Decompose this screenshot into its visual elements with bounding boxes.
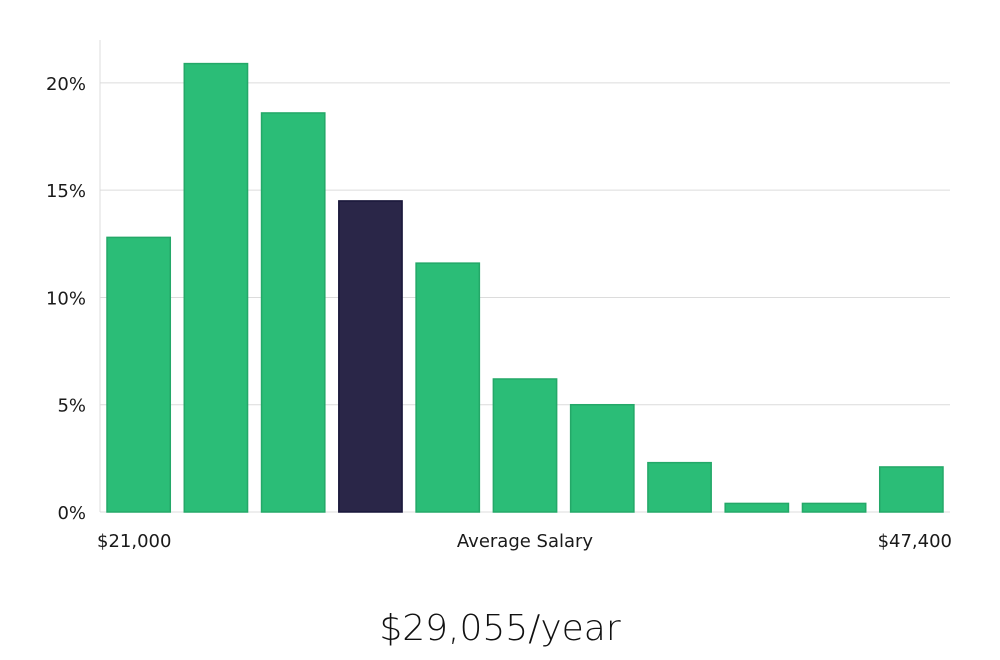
x-axis-start-label: $21,000 — [97, 531, 171, 552]
histogram-bar — [724, 502, 790, 513]
average-salary-value: $29,055/year — [379, 608, 621, 649]
y-axis-ticks: 0% 5% 10% 15% 20% — [46, 74, 86, 524]
x-axis-end-label: $47,400 — [878, 531, 952, 552]
histogram-bar — [106, 236, 172, 513]
histogram-bar — [878, 466, 944, 513]
x-axis-title: Average Salary — [457, 531, 594, 552]
histogram-bar — [492, 378, 558, 513]
y-tick-label: 10% — [46, 288, 86, 309]
bars — [106, 62, 944, 513]
histogram-bar — [260, 112, 326, 513]
histogram-bar — [569, 403, 635, 513]
histogram-bar-highlighted — [338, 200, 403, 513]
histogram-bar — [415, 262, 481, 513]
y-tick-label: 5% — [57, 396, 86, 417]
y-tick-label: 20% — [46, 74, 86, 95]
histogram-bar — [801, 502, 867, 513]
histogram-bar — [183, 62, 249, 513]
y-tick-label: 15% — [46, 181, 86, 202]
y-tick-label: 0% — [57, 503, 86, 524]
histogram-bar — [647, 461, 712, 513]
